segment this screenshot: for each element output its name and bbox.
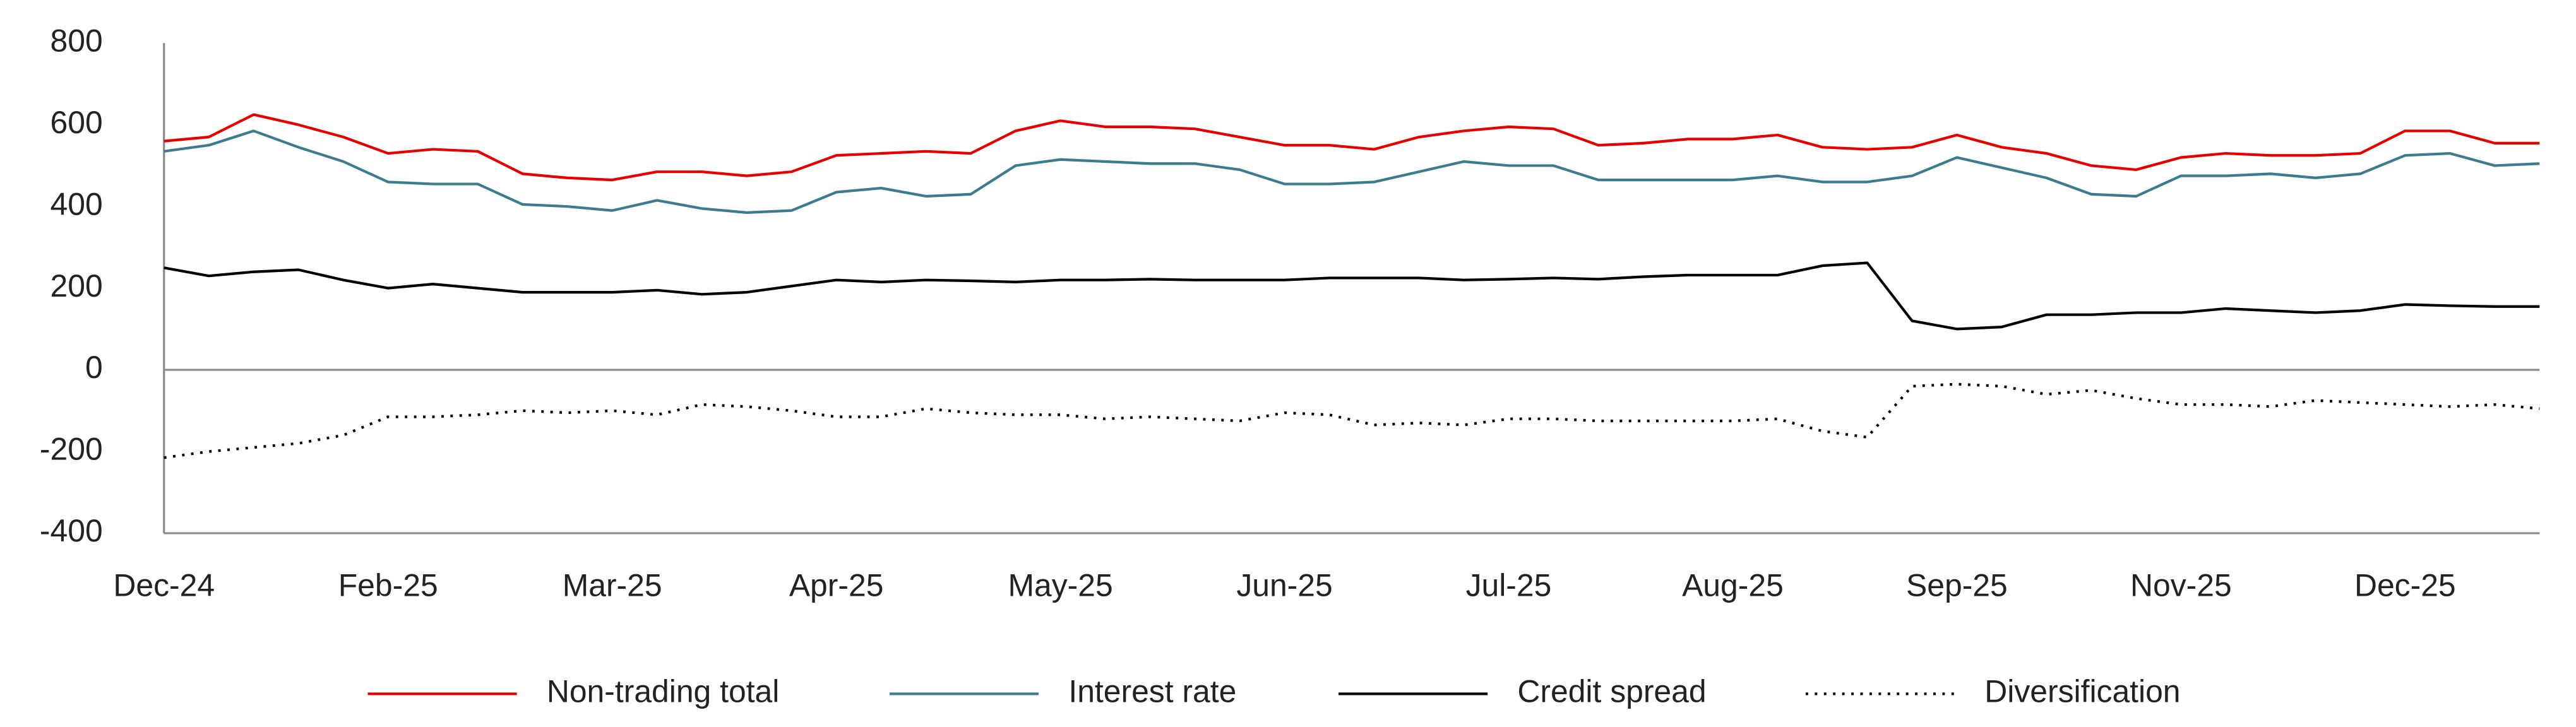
series-line: [164, 113, 2540, 182]
x-tick-label: May-25: [1008, 568, 1112, 603]
x-tick-label: Nov-25: [2130, 568, 2232, 603]
series-line: [164, 261, 2540, 331]
x-tick-label: Aug-25: [1682, 568, 1784, 603]
y-tick-label: 600: [51, 105, 103, 140]
legend-label: Diversification: [1984, 674, 2180, 709]
x-tick-label: Dec-25: [2354, 568, 2456, 603]
x-tick-label: Jul-25: [1466, 568, 1552, 603]
legend-label: Interest rate: [1068, 674, 1236, 709]
x-tick-label: Jun-25: [1236, 568, 1332, 603]
y-tick-label: 400: [51, 186, 103, 222]
x-tick-label: Dec-24: [113, 568, 215, 603]
y-tick-label: -200: [40, 432, 103, 467]
series-line: [164, 129, 2540, 214]
x-tick-label: Sep-25: [1906, 568, 2008, 603]
x-tick-label: Mar-25: [563, 568, 662, 603]
x-tick-label: Apr-25: [789, 568, 884, 603]
x-tick-label: Feb-25: [338, 568, 438, 603]
y-tick-label: 200: [51, 268, 103, 304]
y-tick-label: 0: [85, 350, 103, 385]
legend-label: Credit spread: [1517, 674, 1706, 709]
series-line: [164, 382, 2540, 459]
y-tick-label: 800: [51, 23, 103, 58]
y-tick-label: -400: [40, 513, 103, 548]
legend-label: Non-trading total: [547, 674, 779, 709]
